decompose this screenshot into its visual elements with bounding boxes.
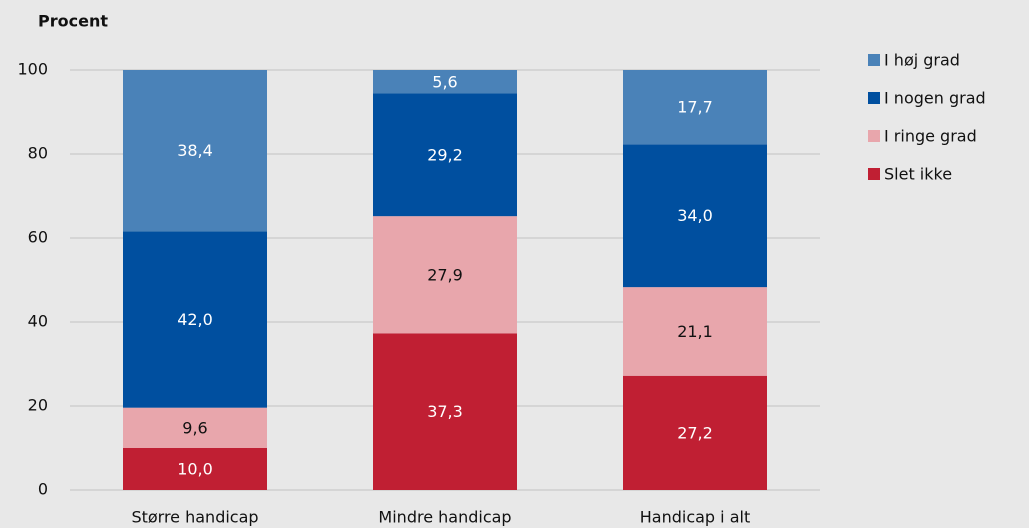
data-label: 27,2 (677, 423, 713, 442)
bar-segment (623, 375, 767, 490)
bar-segment (373, 333, 517, 490)
legend-label: I høj grad (884, 51, 960, 70)
bar-segment (373, 93, 517, 217)
x-tick-label: Større handicap (131, 508, 258, 527)
y-tick-label: 20 (28, 396, 48, 415)
bar-segment (123, 448, 267, 490)
legend-label: I nogen grad (884, 89, 986, 108)
bar-segment (623, 70, 767, 145)
legend-swatch (868, 168, 880, 180)
data-label: 34,0 (677, 206, 713, 225)
bar-segment (373, 70, 517, 94)
data-label: 37,3 (427, 402, 463, 421)
x-tick-label: Handicap i alt (640, 508, 750, 527)
legend-label: I ringe grad (884, 127, 977, 146)
y-tick-label: 80 (28, 144, 48, 163)
x-tick-label: Mindre handicap (378, 508, 511, 527)
y-tick-label: 60 (28, 228, 48, 247)
legend-label: Slet ikke (884, 165, 952, 184)
bar-segment (123, 231, 267, 408)
legend-swatch (868, 92, 880, 104)
chart-title: Procent (38, 12, 108, 31)
bar-segment (373, 216, 517, 334)
bar-segment (123, 70, 267, 232)
bar-segment (623, 287, 767, 376)
bar-segment (123, 407, 267, 448)
legend-swatch (868, 130, 880, 142)
data-label: 17,7 (677, 98, 713, 117)
data-label: 42,0 (177, 310, 213, 329)
data-label: 29,2 (427, 145, 463, 164)
bar-segment (623, 144, 767, 288)
data-label: 38,4 (177, 141, 213, 160)
legend-swatch (868, 54, 880, 66)
y-tick-label: 100 (17, 60, 48, 79)
data-label: 21,1 (677, 322, 713, 341)
data-label: 10,0 (177, 460, 213, 479)
data-label: 5,6 (432, 72, 457, 91)
data-label: 9,6 (182, 418, 207, 437)
data-label: 27,9 (427, 265, 463, 284)
y-tick-label: 40 (28, 312, 48, 331)
y-tick-label: 0 (38, 480, 48, 499)
